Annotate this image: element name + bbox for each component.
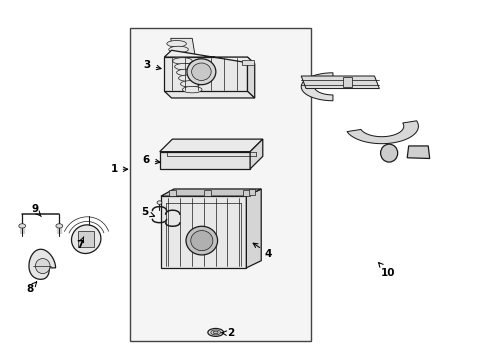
Polygon shape [160, 139, 263, 152]
Polygon shape [247, 57, 255, 98]
Ellipse shape [191, 230, 213, 251]
Ellipse shape [72, 225, 101, 253]
Polygon shape [164, 91, 255, 98]
Polygon shape [160, 152, 250, 169]
Ellipse shape [167, 41, 186, 47]
Bar [242, 60, 254, 65]
Polygon shape [161, 196, 246, 268]
Polygon shape [161, 189, 261, 196]
Ellipse shape [171, 52, 190, 58]
Ellipse shape [381, 144, 398, 162]
Ellipse shape [174, 63, 194, 70]
Ellipse shape [176, 69, 196, 76]
Text: 9: 9 [31, 204, 41, 217]
Bar [243, 190, 250, 196]
Ellipse shape [211, 330, 220, 335]
Bar [204, 190, 211, 196]
Text: 7: 7 [76, 237, 84, 249]
Ellipse shape [192, 63, 211, 81]
Ellipse shape [180, 81, 200, 87]
Ellipse shape [19, 224, 25, 228]
Ellipse shape [187, 59, 216, 85]
Polygon shape [164, 50, 255, 64]
Bar [130, 28, 311, 341]
Bar [169, 190, 175, 196]
Ellipse shape [172, 58, 192, 64]
Ellipse shape [178, 75, 198, 81]
Text: 5: 5 [141, 207, 154, 217]
Ellipse shape [157, 201, 162, 204]
Polygon shape [407, 146, 430, 158]
Polygon shape [164, 57, 247, 91]
Ellipse shape [213, 331, 218, 334]
Polygon shape [29, 249, 55, 279]
Bar [248, 189, 255, 195]
Ellipse shape [186, 226, 218, 255]
Text: 6: 6 [143, 155, 160, 165]
Text: 2: 2 [221, 328, 234, 338]
Text: 10: 10 [379, 262, 395, 278]
Text: 3: 3 [144, 60, 161, 70]
Polygon shape [347, 121, 418, 144]
Polygon shape [301, 73, 333, 101]
Polygon shape [171, 39, 201, 92]
Bar [78, 231, 94, 247]
Ellipse shape [169, 46, 188, 53]
Bar [343, 77, 351, 87]
Text: 8: 8 [26, 282, 37, 294]
Ellipse shape [56, 224, 63, 228]
Polygon shape [301, 76, 379, 89]
Text: 4: 4 [253, 243, 272, 258]
Polygon shape [250, 139, 263, 169]
Ellipse shape [35, 258, 50, 274]
Polygon shape [246, 189, 261, 268]
Ellipse shape [182, 86, 202, 93]
Ellipse shape [208, 328, 223, 336]
Text: 1: 1 [110, 164, 128, 174]
